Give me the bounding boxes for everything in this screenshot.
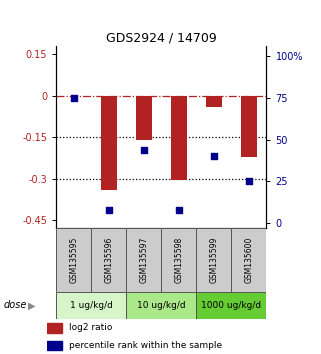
Point (211, 153, 216, 159)
Text: 1 ug/kg/d: 1 ug/kg/d (70, 301, 113, 310)
Point (246, 178, 251, 184)
Point (106, 207, 111, 212)
Bar (196, 228, 231, 292)
Bar (126, 228, 161, 292)
Point (71, 95, 76, 101)
Bar (241, 96, 257, 156)
Point (141, 147, 146, 152)
Bar (56, 228, 91, 292)
Text: GSM135598: GSM135598 (174, 237, 183, 283)
Bar (196, 292, 266, 319)
Bar (91, 228, 126, 292)
Bar (161, 228, 196, 292)
Text: GSM135596: GSM135596 (104, 237, 113, 284)
Text: 10 ug/kg/d: 10 ug/kg/d (137, 301, 186, 310)
Bar (171, 96, 187, 180)
Text: GSM135595: GSM135595 (69, 237, 78, 284)
Text: ▶: ▶ (28, 300, 36, 310)
Text: 1000 ug/kg/d: 1000 ug/kg/d (201, 301, 261, 310)
Text: GSM135600: GSM135600 (244, 237, 253, 284)
Bar (231, 228, 266, 292)
Bar (47, 341, 62, 350)
Text: GSM135597: GSM135597 (139, 237, 148, 284)
Bar (56, 292, 126, 319)
Text: dose: dose (3, 300, 27, 310)
Bar (206, 96, 222, 107)
Bar (126, 292, 196, 319)
Text: percentile rank within the sample: percentile rank within the sample (69, 341, 222, 350)
Point (176, 207, 181, 212)
Bar (47, 323, 62, 333)
Bar (101, 96, 117, 190)
Title: GDS2924 / 14709: GDS2924 / 14709 (106, 32, 217, 45)
Text: GSM135599: GSM135599 (209, 237, 218, 284)
Text: log2 ratio: log2 ratio (69, 323, 112, 332)
Bar (136, 96, 152, 140)
